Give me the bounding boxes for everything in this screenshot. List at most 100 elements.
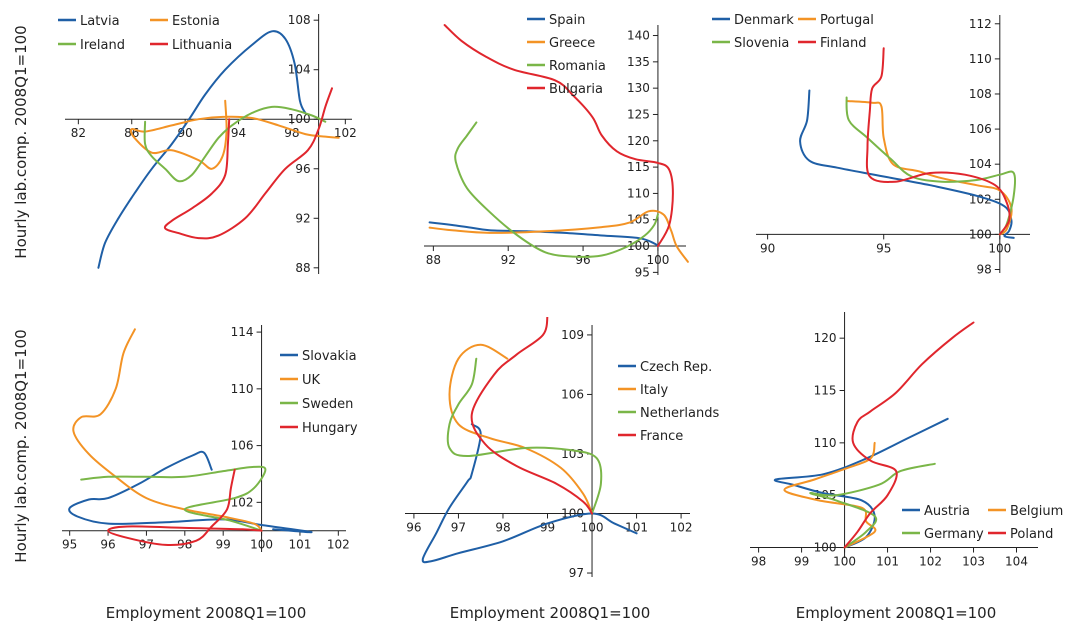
legend-item: Sweden [280,397,353,412]
series-line-lithuania [163,87,333,240]
y-tick-label: 100 [814,541,837,555]
legend-label: Netherlands [640,406,719,421]
y-tick-label: 108 [969,87,992,101]
legend: Latvia Estonia Ireland Lithuania [58,14,232,53]
y-tick-label: 120 [814,331,837,345]
legend-label: Spain [549,13,585,28]
y-tick-label: 106 [969,122,992,136]
legend-label: Hungary [302,421,358,436]
legend-label: Portugal [820,13,874,28]
x-tick-label: 92 [501,253,516,267]
legend-label: UK [302,373,321,388]
legend-item: Spain [527,13,585,28]
legend-item: Lithuania [150,38,232,53]
chart-panel-2: 88 92 96 10095100105110115120125130135140Sp… [424,13,689,279]
series-line-france [470,317,593,515]
x-tick-label: 96 [575,253,590,267]
x-tick-label: 99 [794,555,809,569]
chart-panel-6: 98 99 100 101 102 103 104100105110115120Austri… [750,312,1063,569]
legend: Slovakia UK Sweden Hungary [280,349,358,436]
x-tick-label: 100 [988,241,1011,255]
y-tick-label: 110 [627,186,650,200]
legend-label: Czech Rep. [640,360,712,375]
series-group [428,24,689,263]
legend-item: Belgium [988,504,1063,519]
x-tick-label: 97 [451,521,466,535]
axes [756,15,1030,273]
legend-item: Denmark [712,13,794,28]
axes [750,312,1038,558]
y-tick-label: 100 [969,227,992,241]
legend-label: Belgium [1010,504,1063,519]
axes [65,14,352,274]
x-tick-label: 95 [876,241,891,255]
y-tick-label: 100 [288,112,311,126]
x-tick-label: 100 [833,555,856,569]
legend-label: Latvia [80,14,120,29]
y-axis-label-bottom: Hourly lab.comp. 2008Q1=100 [12,329,30,562]
x-tick-label: 102 [670,521,693,535]
series-group [421,317,638,564]
series-line-italy [448,343,593,515]
y-tick-label: 110 [814,436,837,450]
y-tick-label: 130 [627,81,650,95]
y-tick-label: 106 [561,387,584,401]
y-tick-label: 97 [569,566,584,580]
x-tick-label: 102 [334,126,357,140]
legend-label: Ireland [80,38,125,53]
legend: Denmark Portugal Slovenia Finland [712,13,874,51]
legend-item: Hungary [280,421,358,436]
series-line-ireland [143,105,327,183]
x-tick-label: 102 [327,538,350,552]
series-group [773,321,975,549]
x-tick-label: 104 [1005,555,1028,569]
x-tick-label: 96 [406,521,421,535]
legend-item: Germany [902,527,984,542]
series-line-germany [809,462,936,549]
legend-item: Italy [618,383,669,398]
legend-label: Bulgaria [549,82,603,97]
x-tick-label: 88 [426,253,441,267]
legend-label: Slovakia [302,349,357,364]
x-tick-label: 98 [284,126,299,140]
x-axis-label-middle: Employment 2008Q1=100 [450,604,651,622]
legend-label: Denmark [734,13,794,28]
series-line-czech-rep- [421,423,638,564]
y-tick-label: 110 [969,52,992,66]
chart-panel-4: 95 96 97 98 99 100 101 102102106110114SlovakiaU… [62,325,358,552]
y-tick-label: 96 [295,162,310,176]
series-line-bulgaria [443,24,674,248]
x-tick-label: 100 [250,538,273,552]
axes [424,25,686,275]
legend-label: Germany [924,527,984,542]
legend-label: Italy [640,383,669,398]
legend-label: Sweden [302,397,353,412]
y-tick-label: 95 [635,265,650,279]
legend-item: Romania [527,59,606,74]
y-tick-label: 112 [969,17,992,31]
legend-label: Greece [549,36,595,51]
legend-label: Poland [1010,527,1053,542]
x-tick-label: 94 [231,126,246,140]
y-tick-label: 88 [295,261,310,275]
y-tick-label: 104 [969,157,992,171]
legend-item: Austria [902,504,970,519]
series-line-slovenia [845,96,1017,236]
legend-item: Bulgaria [527,82,603,97]
x-tick-label: 96 [100,538,115,552]
series-line-sweden [80,465,267,532]
legend-item: Netherlands [618,406,719,421]
y-tick-label: 92 [295,211,310,225]
y-tick-label: 109 [561,328,584,342]
legend-label: Austria [924,504,970,519]
x-tick-label: 103 [962,555,985,569]
legend: Austria Belgium Germany Poland [902,504,1063,542]
y-axis-label-top: Hourly lab.comp. 2008Q1=100 [12,25,30,258]
series-line-finland [865,47,1011,236]
y-tick-label: 106 [231,439,254,453]
legend-item: UK [280,373,321,388]
y-tick-label: 140 [627,29,650,43]
